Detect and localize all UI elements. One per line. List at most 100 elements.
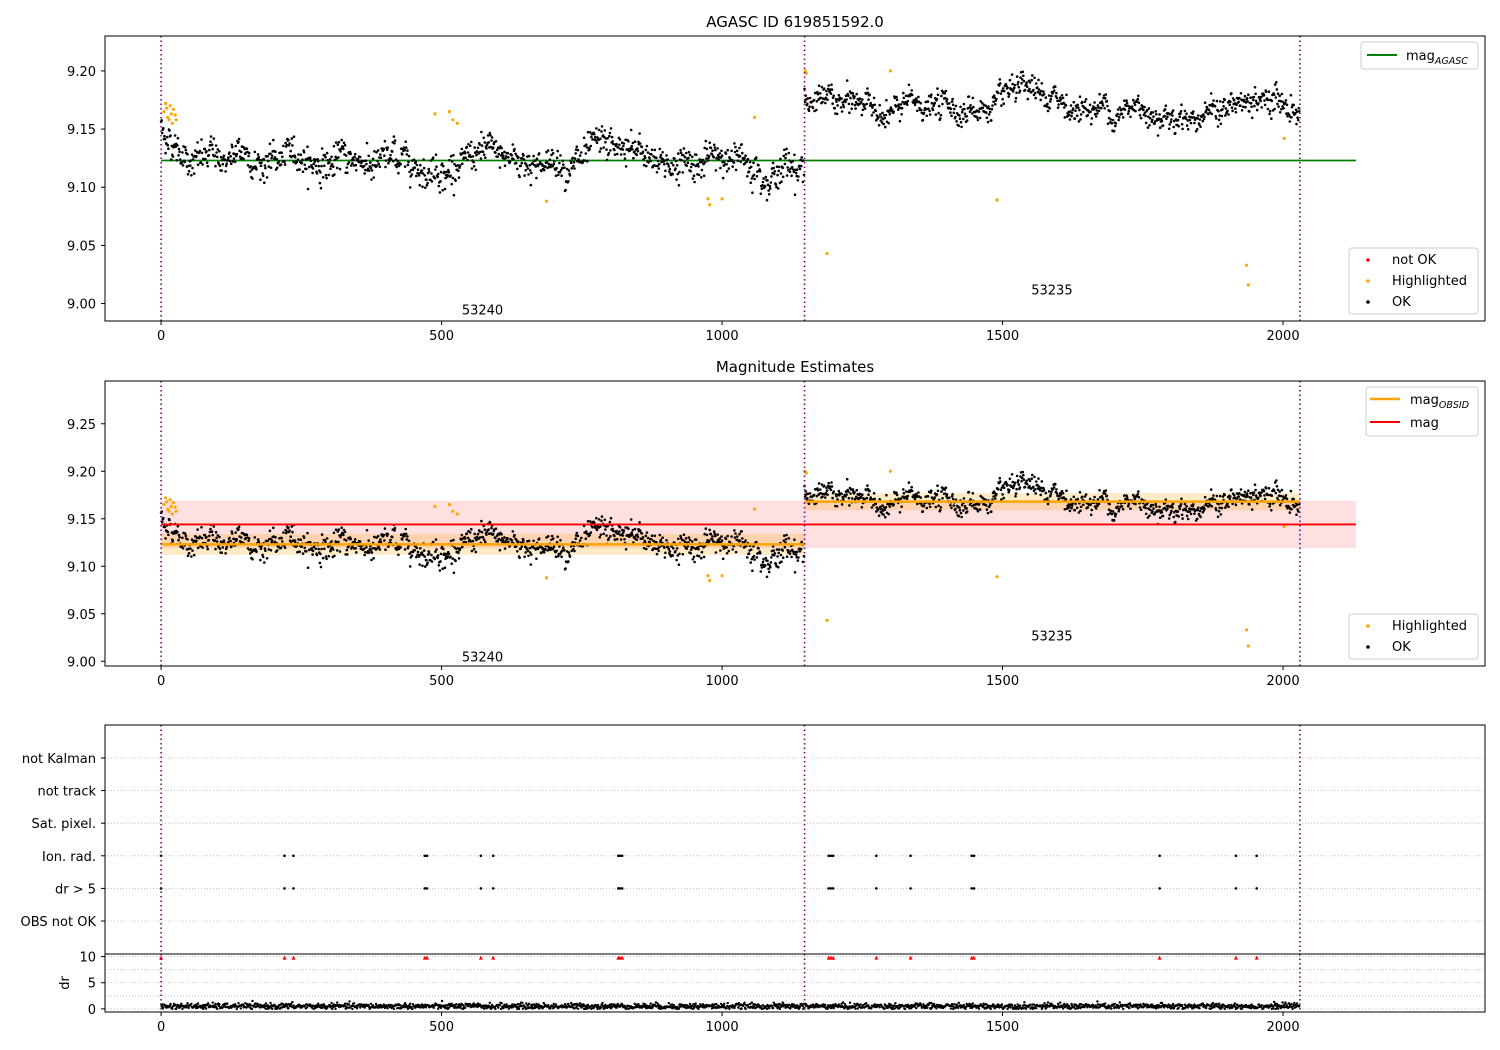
ok-point — [936, 484, 939, 488]
y-tick-label: 9.20 — [67, 65, 96, 80]
ok-point — [895, 98, 899, 102]
ok-point — [532, 154, 535, 158]
ok-point — [1094, 507, 1098, 510]
ok-point — [863, 107, 867, 110]
ok-point — [668, 167, 672, 171]
ok-point — [650, 534, 654, 537]
ok-point — [878, 498, 881, 501]
ok-point — [1284, 494, 1288, 497]
ok-point — [480, 144, 484, 147]
ok-point — [872, 96, 876, 100]
ok-point — [934, 505, 938, 509]
ok-point — [678, 552, 681, 556]
ok-point — [436, 556, 440, 560]
ok-point — [1216, 125, 1220, 128]
ok-point — [901, 495, 904, 499]
ok-point — [883, 116, 887, 120]
ok-point — [777, 169, 780, 173]
ok-point — [272, 138, 275, 142]
ok-point — [873, 103, 876, 107]
ok-point — [897, 103, 901, 106]
ok-point — [1290, 116, 1293, 119]
ok-point — [1127, 502, 1131, 506]
ok-point — [792, 552, 796, 555]
ok-point — [234, 531, 237, 534]
ok-point — [1089, 513, 1093, 517]
legend2-label-ok: OK — [1392, 640, 1411, 655]
ok-point — [477, 152, 480, 155]
ok-point — [743, 156, 746, 160]
ok-point — [990, 107, 994, 111]
ok-point — [500, 537, 504, 540]
ok-point — [176, 144, 179, 147]
ok-point — [1030, 78, 1033, 82]
ok-point — [470, 167, 474, 170]
ok-point — [613, 538, 617, 541]
ok-point — [421, 185, 424, 188]
ok-point — [507, 540, 510, 544]
ok-point — [633, 527, 637, 531]
ok-point — [372, 557, 376, 560]
ok-point — [775, 165, 779, 168]
ok-point — [1089, 110, 1092, 114]
ok-point — [558, 552, 562, 556]
ok-point — [726, 148, 729, 152]
ok-point — [746, 175, 749, 178]
ok-point — [362, 164, 366, 168]
ok-point — [847, 102, 851, 106]
ok-point — [233, 160, 237, 164]
ok-point — [967, 490, 971, 494]
ok-point — [657, 549, 660, 553]
ok-point — [840, 97, 843, 100]
ok-point — [212, 137, 216, 140]
ok-point — [623, 157, 627, 160]
ok-point — [829, 488, 833, 492]
legend-subscript-obsid: OBSID — [1439, 400, 1469, 411]
ok-point — [1116, 108, 1120, 111]
ok-point — [311, 549, 315, 553]
ok-point — [259, 178, 262, 181]
ok-point — [879, 119, 883, 122]
ok-point — [309, 159, 313, 162]
ok-point — [607, 537, 611, 540]
ok-point — [1076, 103, 1079, 107]
ok-point — [879, 113, 882, 116]
ok-point — [351, 162, 354, 165]
ok-point — [817, 84, 821, 87]
ok-point — [816, 489, 820, 492]
ok-point — [776, 555, 779, 558]
ok-point — [229, 545, 233, 549]
ok-point — [806, 496, 809, 500]
ok-point — [684, 151, 688, 155]
ok-point — [408, 186, 412, 189]
ok-point — [1020, 82, 1023, 85]
ok-point — [1121, 507, 1125, 511]
ok-point — [314, 158, 317, 161]
dr-point — [471, 1005, 474, 1008]
ok-point — [488, 131, 492, 135]
ok-point — [831, 96, 835, 99]
ok-point — [602, 146, 605, 149]
ok-point — [578, 539, 582, 542]
ok-point — [859, 495, 863, 499]
ok-point — [835, 112, 839, 116]
highlighted-point — [170, 512, 174, 516]
ok-point — [1212, 494, 1215, 497]
ok-point — [200, 526, 203, 529]
ok-point — [412, 158, 416, 161]
ok-point — [312, 545, 316, 549]
dr-point — [374, 1002, 378, 1006]
ok-point — [653, 534, 657, 538]
ok-point — [632, 156, 635, 160]
ok-point — [965, 115, 968, 118]
ok-point — [265, 557, 269, 560]
highlighted-point — [1246, 644, 1250, 648]
ok-point — [1250, 105, 1253, 108]
ok-point — [935, 97, 939, 101]
ok-point — [1163, 114, 1166, 118]
ok-point — [1037, 485, 1041, 488]
ok-point — [1151, 118, 1154, 122]
ok-point — [935, 493, 939, 496]
flag-point — [292, 887, 295, 890]
ok-point — [683, 155, 687, 159]
